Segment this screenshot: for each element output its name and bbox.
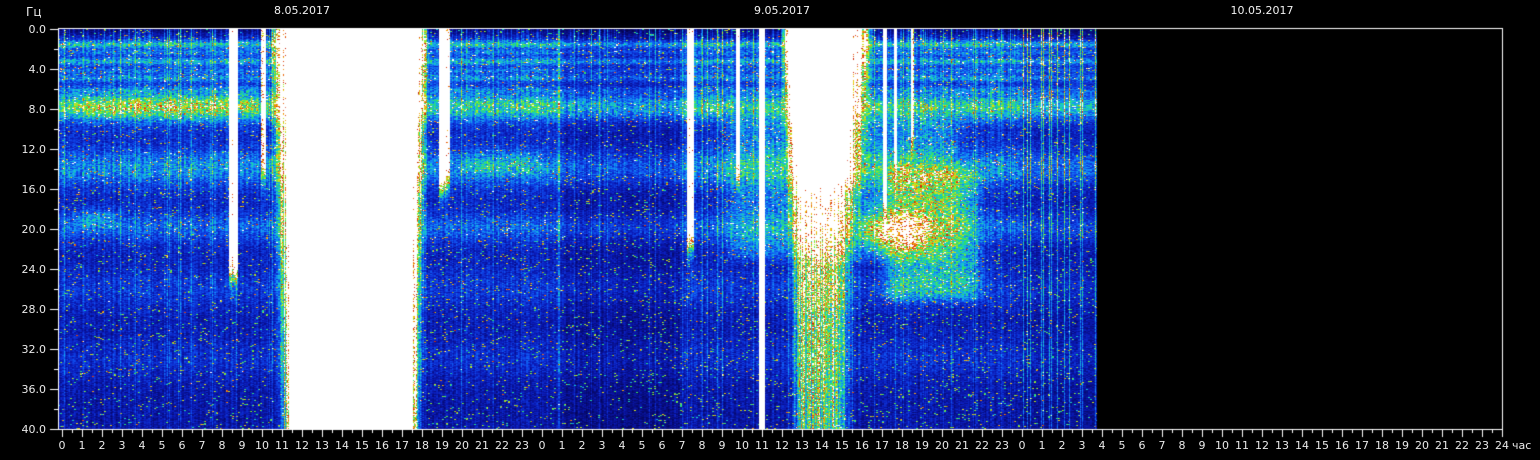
x-tick-label: 11 <box>755 439 769 452</box>
date-label-day1: 8.05.2017 <box>274 4 330 17</box>
x-tick-label: 7 <box>678 439 686 452</box>
x-tick-label: 9 <box>1198 439 1206 452</box>
y-tick-label: 12.0 <box>21 143 47 156</box>
x-tick-label: 18 <box>415 439 429 452</box>
x-tick-label: 10 <box>735 439 749 452</box>
y-axis-unit-label: Гц <box>26 5 42 19</box>
x-tick-label: 12 <box>295 439 309 452</box>
y-tick-label: 40.0 <box>21 423 47 436</box>
x-tick-label: 11 <box>1235 439 1249 452</box>
x-tick-label: 2 <box>1058 439 1066 452</box>
x-tick-label: 10 <box>255 439 269 452</box>
x-tick-label: 21 <box>1435 439 1449 452</box>
x-tick-label: 17 <box>875 439 889 452</box>
x-tick-label: 22 <box>975 439 989 452</box>
x-tick-label: 24 <box>1495 439 1509 452</box>
x-tick-label: 17 <box>1355 439 1369 452</box>
x-tick-label: 23 <box>995 439 1009 452</box>
x-tick-label: 6 <box>178 439 186 452</box>
x-tick-label: 21 <box>955 439 969 452</box>
x-tick-label: 19 <box>915 439 929 452</box>
x-tick-label: 4 <box>618 439 626 452</box>
y-tick-label: 32.0 <box>21 343 47 356</box>
x-tick-label: 6 <box>658 439 666 452</box>
x-tick-label: 7 <box>1158 439 1166 452</box>
x-tick-label: 16 <box>375 439 389 452</box>
date-label-day3: 10.05.2017 <box>1230 4 1294 17</box>
x-tick-label: 5 <box>638 439 646 452</box>
x-tick-label: 19 <box>1395 439 1409 452</box>
x-tick-label: 16 <box>855 439 869 452</box>
x-tick-label: 23 <box>515 439 529 452</box>
x-tick-label: 17 <box>395 439 409 452</box>
x-tick-label: 14 <box>1295 439 1309 452</box>
x-tick-label: 3 <box>598 439 606 452</box>
date-label-day2: 9.05.2017 <box>754 4 810 17</box>
x-tick-label: 5 <box>1118 439 1126 452</box>
x-tick-label: 18 <box>1375 439 1389 452</box>
x-tick-label: 18 <box>895 439 909 452</box>
x-tick-label: 0 <box>58 439 66 452</box>
x-tick-label: 12 <box>775 439 789 452</box>
x-tick-label: 6 <box>1138 439 1146 452</box>
x-tick-label: 8 <box>218 439 226 452</box>
x-axis-unit-label: час <box>1512 439 1532 452</box>
x-tick-label: 5 <box>158 439 166 452</box>
x-tick-label: 20 <box>1415 439 1429 452</box>
x-tick-label: 20 <box>935 439 949 452</box>
x-tick-label: 14 <box>815 439 829 452</box>
x-tick-label: 7 <box>198 439 206 452</box>
y-tick-label: 20.0 <box>21 223 47 236</box>
y-tick-label: 4.0 <box>28 63 47 76</box>
x-tick-label: 1 <box>1038 439 1046 452</box>
x-tick-label: 12 <box>1255 439 1269 452</box>
x-tick-label: 15 <box>355 439 369 452</box>
x-tick-label: 0 <box>538 439 546 452</box>
x-tick-label: 20 <box>455 439 469 452</box>
x-tick-label: 19 <box>435 439 449 452</box>
x-tick-label: 22 <box>1455 439 1469 452</box>
x-tick-label: 4 <box>138 439 146 452</box>
x-tick-label: 21 <box>475 439 489 452</box>
x-tick-label: 22 <box>495 439 509 452</box>
x-tick-label: 16 <box>1335 439 1349 452</box>
x-tick-label: 15 <box>1315 439 1329 452</box>
x-tick-label: 13 <box>315 439 329 452</box>
x-tick-label: 1 <box>78 439 86 452</box>
x-tick-label: 1 <box>558 439 566 452</box>
y-tick-label: 24.0 <box>21 263 47 276</box>
x-tick-label: 4 <box>1098 439 1106 452</box>
x-tick-label: 11 <box>275 439 289 452</box>
y-tick-label: 0.0 <box>28 23 47 36</box>
x-tick-label: 10 <box>1215 439 1229 452</box>
x-tick-label: 3 <box>118 439 126 452</box>
x-tick-label: 23 <box>1475 439 1489 452</box>
x-tick-label: 9 <box>238 439 246 452</box>
y-tick-label: 8.0 <box>28 103 47 116</box>
y-tick-label: 36.0 <box>21 383 47 396</box>
x-tick-label: 13 <box>795 439 809 452</box>
x-tick-label: 8 <box>698 439 706 452</box>
x-tick-label: 3 <box>1078 439 1086 452</box>
x-tick-label: 8 <box>1178 439 1186 452</box>
x-tick-label: 13 <box>1275 439 1289 452</box>
x-tick-label: 0 <box>1018 439 1026 452</box>
y-tick-label: 28.0 <box>21 303 47 316</box>
x-tick-label: 2 <box>578 439 586 452</box>
x-tick-label: 2 <box>98 439 106 452</box>
y-tick-label: 16.0 <box>21 183 47 196</box>
x-tick-label: 14 <box>335 439 349 452</box>
x-tick-label: 15 <box>835 439 849 452</box>
x-tick-label: 9 <box>718 439 726 452</box>
